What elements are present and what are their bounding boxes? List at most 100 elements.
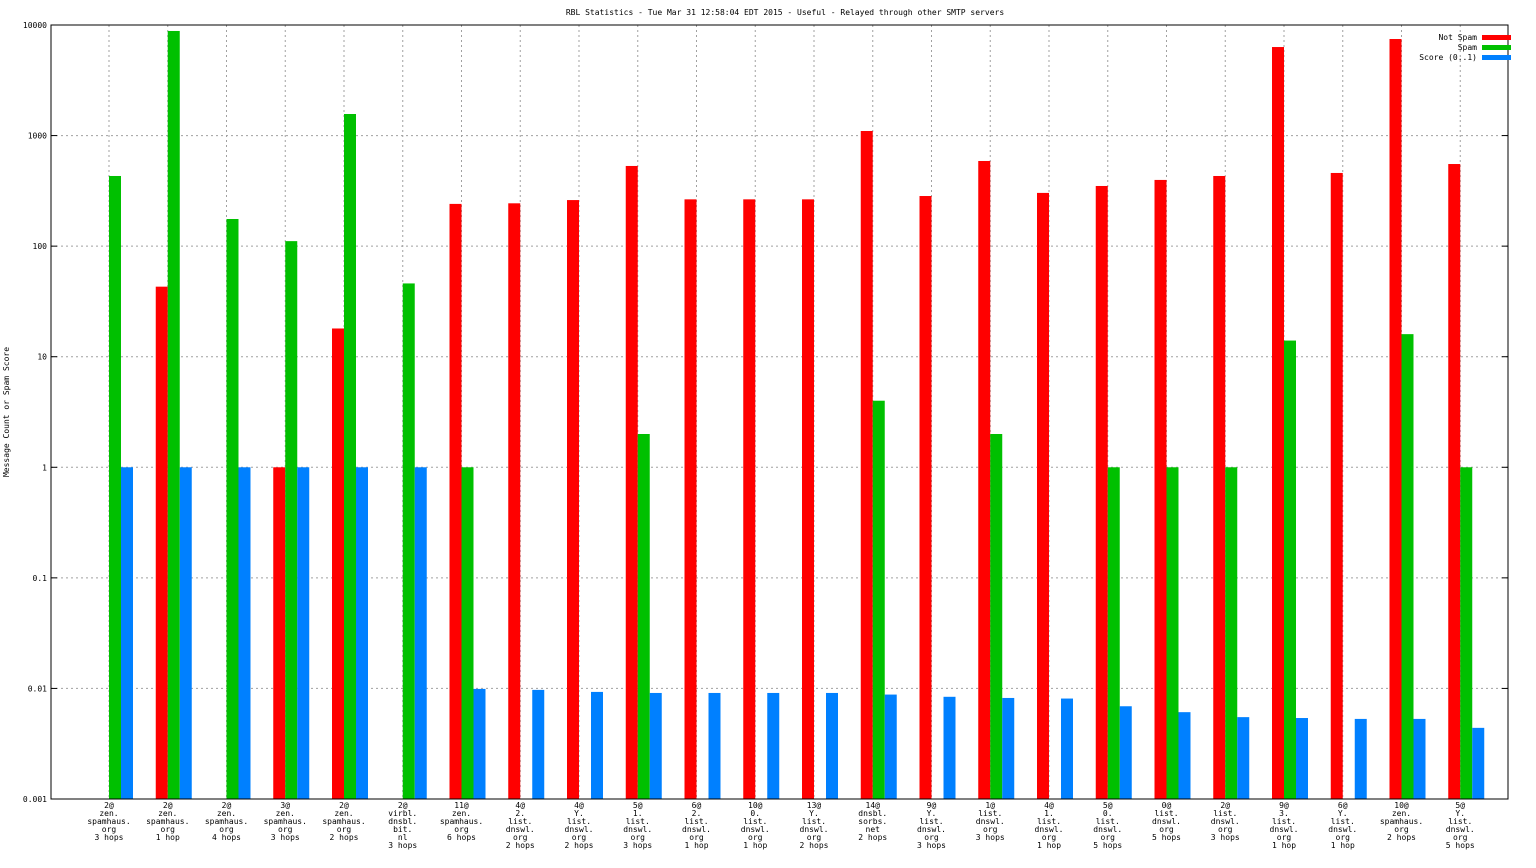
bar-spam xyxy=(1460,467,1473,799)
x-tick-label: 2 hops xyxy=(565,841,594,850)
bar-spam xyxy=(1284,340,1296,799)
bar-score xyxy=(121,467,133,799)
x-tick-label: list. xyxy=(684,817,708,826)
bar-not-spam xyxy=(1330,172,1343,800)
x-tick-label: sorbs. xyxy=(858,817,887,826)
x-tick-label: zen. xyxy=(217,809,236,818)
x-tick-label: dnsbl. xyxy=(388,817,417,826)
bar-score xyxy=(884,694,897,799)
x-tick-label: 2@ xyxy=(104,801,114,810)
x-tick-label: dnswl. xyxy=(741,825,770,834)
bar-not-spam xyxy=(332,328,344,799)
bar-not-spam xyxy=(1213,175,1226,799)
x-tick-label: Y. xyxy=(1455,809,1465,818)
x-tick-label: org xyxy=(689,833,704,842)
x-tick-label: org xyxy=(1042,833,1057,842)
bar-not-spam xyxy=(802,199,814,799)
bar-score xyxy=(297,467,310,799)
x-tick-label: 4@ xyxy=(515,801,525,810)
x-tick-label: list. xyxy=(743,817,767,826)
x-tick-label: 2@ xyxy=(1220,801,1230,810)
x-tick-label: list. xyxy=(626,817,650,826)
x-tick-label: 5 hops xyxy=(1152,833,1181,842)
x-tick-label: org xyxy=(924,833,939,842)
x-tick-label: 3 hops xyxy=(623,841,652,850)
x-tick-label: list. xyxy=(508,817,532,826)
x-tick-label: 2@ xyxy=(163,801,173,810)
x-tick-label: list. xyxy=(919,817,943,826)
legend-label: Score (0..1) xyxy=(1419,53,1477,62)
x-tick-label: list. xyxy=(567,817,591,826)
x-tick-label: zen. xyxy=(158,809,177,818)
bar-not-spam xyxy=(743,199,756,799)
x-tick-label: list. xyxy=(1037,817,1061,826)
x-tick-label: 2. xyxy=(692,809,702,818)
x-tick-label: zen. xyxy=(334,809,353,818)
bar-score xyxy=(943,696,956,799)
x-tick-label: spamhaus. xyxy=(146,817,189,826)
x-tick-label: org xyxy=(161,825,176,834)
x-tick-label: dnswl. xyxy=(565,825,594,834)
bar-not-spam xyxy=(919,196,932,799)
bar-not-spam xyxy=(860,130,873,800)
x-tick-label: 2@ xyxy=(398,801,408,810)
x-tick-label: 2@ xyxy=(339,801,349,810)
bar-score xyxy=(1061,698,1073,799)
x-tick-label: dnswl. xyxy=(682,825,711,834)
x-tick-label: 10@ xyxy=(1394,801,1409,810)
x-tick-label: 2 hops xyxy=(330,833,359,842)
bar-spam xyxy=(226,218,239,800)
x-tick-label: org xyxy=(278,825,293,834)
x-tick-label: 1 hop xyxy=(743,841,767,850)
bar-spam xyxy=(285,241,298,800)
bar-score xyxy=(414,467,427,799)
x-tick-label: spamhaus. xyxy=(264,817,307,826)
bar-score xyxy=(826,692,838,799)
bar-not-spam xyxy=(449,203,462,799)
x-tick-label: spamhaus. xyxy=(1380,817,1423,826)
x-tick-label: zen. xyxy=(1392,809,1411,818)
legend-swatch xyxy=(1482,45,1511,50)
bar-score xyxy=(767,692,780,799)
x-tick-label: 1. xyxy=(1044,809,1054,818)
x-tick-label: dnswl. xyxy=(506,825,535,834)
x-tick-label: 1 hop xyxy=(1272,841,1296,850)
x-tick-label: org xyxy=(454,825,469,834)
x-tick-label: 2 hops xyxy=(858,833,887,842)
bar-score xyxy=(1237,717,1250,799)
x-tick-label: 6@ xyxy=(1338,801,1348,810)
x-tick-label: 3 hops xyxy=(95,833,124,842)
x-tick-label: dnswl. xyxy=(1446,825,1475,834)
x-tick-label: 1. xyxy=(633,809,643,818)
x-tick-label: 2 hops xyxy=(800,841,829,850)
x-tick-label: 4@ xyxy=(1044,801,1054,810)
x-tick-label: 6@ xyxy=(692,801,702,810)
y-tick-label: 1000 xyxy=(28,132,47,141)
x-tick-label: org xyxy=(983,825,998,834)
x-tick-label: 3 hops xyxy=(271,833,300,842)
bar-score xyxy=(1178,712,1191,799)
x-tick-label: dnswl. xyxy=(1211,817,1240,826)
x-tick-label: 1 hop xyxy=(1331,841,1355,850)
bar-spam xyxy=(402,283,415,799)
bar-not-spam xyxy=(508,203,521,800)
x-tick-label: org xyxy=(748,833,763,842)
bar-not-spam xyxy=(978,160,991,799)
x-tick-label: 3. xyxy=(1279,809,1289,818)
legend-label: Spam xyxy=(1458,43,1477,52)
x-tick-label: Y. xyxy=(1338,809,1348,818)
x-tick-label: 1 hop xyxy=(1037,841,1061,850)
bar-not-spam xyxy=(625,165,638,799)
x-tick-label: list. xyxy=(978,809,1002,818)
x-tick-label: dnswl. xyxy=(1035,825,1064,834)
x-tick-label: 3 hops xyxy=(388,841,417,850)
bar-score xyxy=(708,692,721,799)
bar-spam xyxy=(1107,467,1120,799)
legend-label: Not Spam xyxy=(1438,33,1477,42)
bar-spam xyxy=(637,434,650,799)
y-tick-label: 1 xyxy=(42,463,47,472)
bar-not-spam xyxy=(567,200,579,799)
x-tick-label: 5@ xyxy=(1103,801,1113,810)
bar-not-spam xyxy=(1272,47,1284,800)
